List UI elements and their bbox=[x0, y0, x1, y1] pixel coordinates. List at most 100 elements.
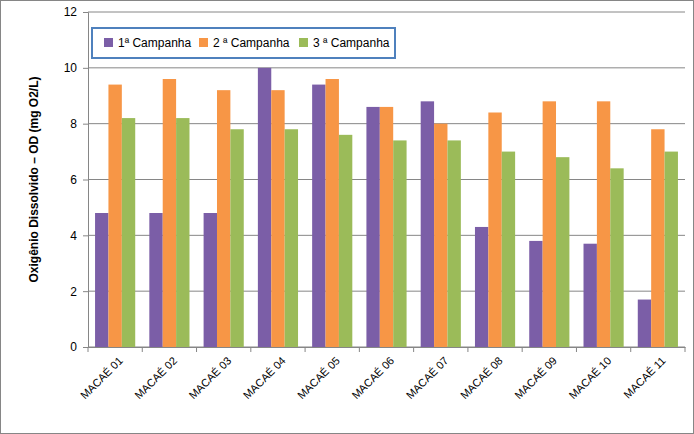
y-tick: 10 bbox=[64, 61, 88, 75]
x-tick-label: MACAÉ 07 bbox=[404, 354, 451, 401]
bar bbox=[488, 113, 501, 348]
chart: 024681012MACAÉ 01MACAÉ 02MACAÉ 03MACAÉ 0… bbox=[0, 0, 694, 434]
bar bbox=[447, 140, 460, 347]
series-bars bbox=[122, 118, 678, 347]
x-tick-label: MACAÉ 06 bbox=[349, 354, 396, 401]
legend-label: 3 ª Campanha bbox=[313, 36, 390, 50]
y-tick: 6 bbox=[70, 173, 88, 187]
legend-label: 2 ª Campanha bbox=[213, 36, 290, 50]
bar bbox=[434, 124, 447, 347]
y-axis: 0 2 4 6 8 10 12 bbox=[64, 5, 89, 354]
x-tick: MACAÉ 07 bbox=[404, 347, 451, 401]
bar bbox=[108, 85, 121, 347]
x-tick-label: MACAÉ 09 bbox=[512, 354, 559, 401]
bar bbox=[610, 168, 623, 347]
x-tick: MACAÉ 05 bbox=[295, 347, 342, 401]
bar bbox=[204, 213, 217, 347]
x-tick: MACAÉ 06 bbox=[349, 347, 396, 401]
bar bbox=[584, 244, 597, 347]
bar bbox=[366, 107, 379, 347]
x-tick-label: MACAÉ 04 bbox=[241, 354, 288, 401]
x-tick-label: MACAÉ 05 bbox=[295, 354, 342, 401]
bar bbox=[326, 79, 339, 347]
x-tick: MACAÉ 10 bbox=[566, 347, 613, 401]
category-separator bbox=[685, 347, 686, 352]
x-tick: MACAÉ 11 bbox=[621, 347, 667, 401]
bar bbox=[529, 241, 542, 347]
category-separators bbox=[88, 347, 685, 352]
legend-swatch bbox=[104, 38, 113, 47]
y-tick-label: 4 bbox=[70, 229, 77, 243]
y-tick-label: 6 bbox=[70, 173, 77, 187]
bar bbox=[502, 152, 515, 347]
bar bbox=[95, 213, 108, 347]
bar bbox=[230, 129, 243, 347]
category-separator bbox=[467, 347, 468, 352]
y-tick-mark bbox=[83, 235, 88, 236]
x-tick: MACAÉ 09 bbox=[512, 347, 559, 401]
category-separator bbox=[359, 347, 360, 352]
y-tick-mark bbox=[83, 68, 88, 69]
category-separator bbox=[142, 347, 143, 352]
x-tick: MACAÉ 03 bbox=[187, 347, 234, 401]
bar bbox=[475, 227, 488, 347]
y-tick-mark bbox=[83, 347, 88, 348]
bar bbox=[258, 68, 271, 347]
bar bbox=[176, 118, 189, 347]
bar bbox=[638, 300, 651, 347]
x-axis: MACAÉ 01MACAÉ 02MACAÉ 03MACAÉ 04MACAÉ 05… bbox=[78, 347, 686, 401]
bar bbox=[556, 157, 569, 347]
category-separator bbox=[522, 347, 523, 352]
x-tick-label: MACAÉ 10 bbox=[566, 354, 613, 401]
bar bbox=[380, 107, 393, 347]
bars bbox=[95, 68, 678, 347]
x-tick-label: MACAÉ 08 bbox=[458, 354, 505, 401]
x-tick: MACAÉ 04 bbox=[241, 347, 288, 401]
legend-label: 1ª Campanha bbox=[118, 36, 191, 50]
y-axis-title: Oxigênio Dissolvido – OD (mg O2/L) bbox=[27, 76, 41, 282]
legend-box bbox=[92, 28, 395, 58]
bar bbox=[543, 101, 556, 347]
category-separator bbox=[196, 347, 197, 352]
y-tick: 2 bbox=[70, 285, 88, 299]
y-tick-label: 8 bbox=[70, 117, 77, 131]
y-tick: 12 bbox=[64, 5, 88, 19]
bar bbox=[271, 90, 284, 347]
category-separator bbox=[88, 347, 89, 352]
x-tick: MACAÉ 02 bbox=[132, 347, 179, 401]
bar bbox=[665, 152, 678, 347]
legend: 1ª Campanha 2 ª Campanha 3 ª Campanha bbox=[92, 28, 395, 58]
series-bars bbox=[95, 68, 651, 347]
y-tick-label: 10 bbox=[64, 61, 78, 75]
y-tick-label: 0 bbox=[70, 340, 77, 354]
y-tick-mark bbox=[83, 180, 88, 181]
y-tick: 4 bbox=[70, 229, 88, 243]
bar bbox=[149, 213, 162, 347]
bar bbox=[339, 135, 352, 347]
bar bbox=[312, 85, 325, 347]
x-tick-label: MACAÉ 11 bbox=[621, 354, 667, 400]
y-tick-mark bbox=[83, 12, 88, 13]
grid-line bbox=[88, 12, 685, 13]
category-separator bbox=[413, 347, 414, 352]
x-tick-label: MACAÉ 01 bbox=[78, 354, 125, 401]
chart-frame bbox=[1, 1, 694, 434]
grid-line bbox=[88, 67, 685, 68]
legend-swatch bbox=[299, 38, 308, 47]
x-tick-label: MACAÉ 02 bbox=[132, 354, 179, 401]
bar bbox=[597, 101, 610, 347]
series-bars bbox=[108, 79, 664, 347]
x-tick: MACAÉ 01 bbox=[78, 347, 125, 401]
bar bbox=[217, 90, 230, 347]
y-tick-mark bbox=[83, 124, 88, 125]
bar bbox=[122, 118, 135, 347]
category-separator bbox=[305, 347, 306, 352]
bar bbox=[421, 101, 434, 347]
x-tick-label: MACAÉ 03 bbox=[187, 354, 234, 401]
y-tick-label: 12 bbox=[64, 5, 78, 19]
y-axis-line bbox=[83, 13, 89, 348]
y-tick-label: 2 bbox=[70, 285, 77, 299]
x-axis-line bbox=[89, 347, 686, 348]
category-separator bbox=[630, 347, 631, 352]
bar bbox=[285, 129, 298, 347]
